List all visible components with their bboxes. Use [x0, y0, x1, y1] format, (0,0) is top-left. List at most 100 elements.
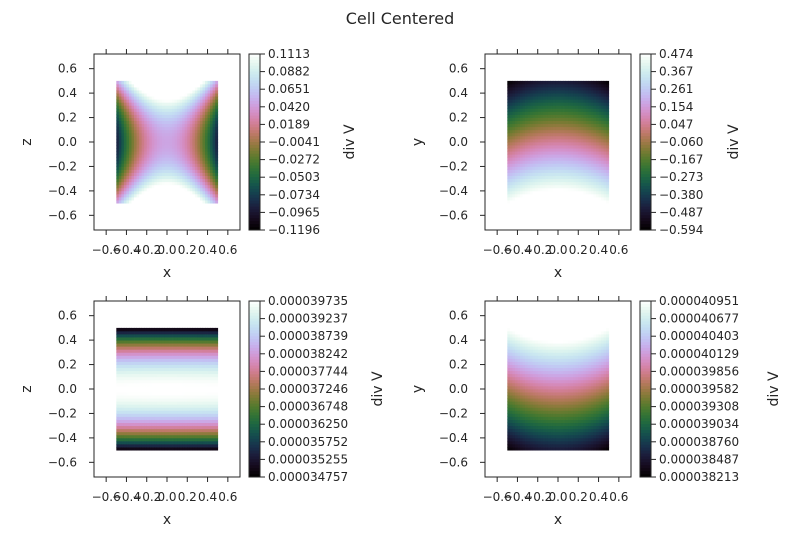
heatmap-cell	[207, 419, 211, 424]
x-tick-label: 0.4	[198, 243, 217, 257]
heatmap-cell	[159, 135, 163, 140]
colorbar-tick-label: −0.0734	[268, 188, 320, 202]
heatmap-cell	[159, 434, 163, 439]
heatmap-cell	[182, 193, 186, 198]
heatmap-cell	[121, 352, 125, 356]
heatmap-cell	[210, 330, 214, 335]
heatmap-cell	[187, 83, 191, 88]
heatmap-cell	[121, 123, 125, 128]
heatmap-cell	[210, 379, 214, 384]
heatmap-cell	[164, 410, 168, 414]
heatmap-cell	[606, 114, 610, 118]
heatmap-cell	[121, 166, 125, 170]
heatmap-cell	[558, 187, 561, 192]
heatmap-cell	[126, 108, 130, 112]
heatmap-cell	[172, 440, 175, 445]
heatmap-cell	[202, 166, 206, 170]
heatmap-cell	[123, 132, 127, 137]
heatmap-cell	[167, 135, 170, 140]
heatmap-cell	[563, 142, 566, 146]
heatmap-cell	[136, 367, 140, 372]
heatmap-cell	[552, 132, 556, 137]
heatmap-cell	[139, 197, 143, 201]
heatmap-cell	[161, 163, 165, 167]
heatmap-cell	[141, 190, 145, 195]
heatmap-cell	[583, 105, 587, 109]
heatmap-cell	[189, 200, 193, 204]
heatmap-cell	[134, 352, 137, 356]
heatmap-cell	[182, 440, 186, 445]
heatmap-cell	[149, 135, 153, 140]
heatmap-cell	[207, 197, 211, 201]
heatmap-cell	[568, 187, 572, 192]
heatmap-cell	[141, 352, 145, 356]
heatmap-cell	[215, 154, 219, 158]
heatmap-cell	[161, 99, 165, 103]
heatmap-cell	[199, 193, 203, 198]
heatmap-cell	[182, 151, 186, 155]
heatmap-cell	[194, 340, 198, 344]
heatmap-cell	[172, 138, 175, 143]
heatmap-cell	[177, 395, 181, 399]
heatmap-cell	[588, 157, 592, 161]
heatmap-cell	[192, 197, 196, 201]
heatmap-cell	[187, 392, 191, 396]
heatmap-cell	[583, 138, 587, 143]
heatmap-cell	[189, 138, 193, 143]
heatmap-cell	[583, 120, 587, 125]
heatmap-cell	[593, 169, 597, 173]
heatmap-cell	[555, 172, 559, 177]
heatmap-cell	[207, 105, 211, 109]
heatmap-cell	[560, 99, 564, 103]
heatmap-cell	[517, 102, 521, 106]
heatmap-cell	[205, 105, 208, 109]
heatmap-cell	[131, 123, 135, 128]
heatmap-cell	[184, 172, 188, 177]
heatmap-cell	[154, 157, 158, 161]
heatmap-cell	[187, 425, 191, 430]
heatmap-cell	[116, 431, 120, 436]
heatmap-cell	[156, 175, 160, 180]
heatmap-cell	[151, 392, 155, 396]
heatmap-cell	[540, 120, 544, 125]
heatmap-cell	[547, 181, 551, 186]
heatmap-cell	[139, 163, 143, 167]
heatmap-cell	[210, 154, 214, 158]
heatmap-cell	[555, 132, 559, 137]
heatmap-cell	[507, 178, 511, 183]
heatmap-cell	[177, 401, 181, 405]
heatmap-cell	[151, 413, 155, 417]
heatmap-cell	[169, 87, 173, 91]
heatmap-cell	[187, 163, 191, 167]
heatmap-cell	[540, 83, 544, 88]
heatmap-cell	[575, 80, 579, 85]
heatmap-cell	[537, 129, 541, 134]
heatmap-cell	[522, 197, 526, 201]
heatmap-cell	[146, 361, 150, 365]
heatmap-cell	[535, 138, 539, 143]
heatmap-cell	[205, 444, 208, 448]
heatmap-cell	[527, 117, 531, 122]
heatmap-cell	[118, 343, 122, 347]
heatmap-cell	[134, 447, 137, 451]
heatmap-cell	[151, 373, 155, 378]
colorbar-segment	[249, 80, 260, 84]
heatmap-cell	[210, 370, 214, 375]
heatmap-cell	[199, 376, 203, 381]
heatmap-cell	[189, 392, 193, 396]
heatmap-cell	[570, 163, 574, 167]
heatmap-cell	[121, 175, 125, 180]
heatmap-cell	[512, 102, 516, 106]
heatmap-cell	[532, 93, 536, 97]
heatmap-cell	[118, 395, 122, 399]
heatmap-cell	[197, 102, 201, 106]
heatmap-cell	[210, 193, 214, 198]
heatmap-cell	[563, 102, 566, 106]
heatmap-cell	[146, 444, 150, 448]
heatmap-cell	[583, 132, 587, 137]
heatmap-cell	[169, 145, 173, 149]
heatmap-cell	[199, 428, 203, 433]
heatmap-cell	[156, 416, 160, 420]
heatmap-cell	[149, 87, 153, 91]
heatmap-cell	[547, 142, 551, 146]
